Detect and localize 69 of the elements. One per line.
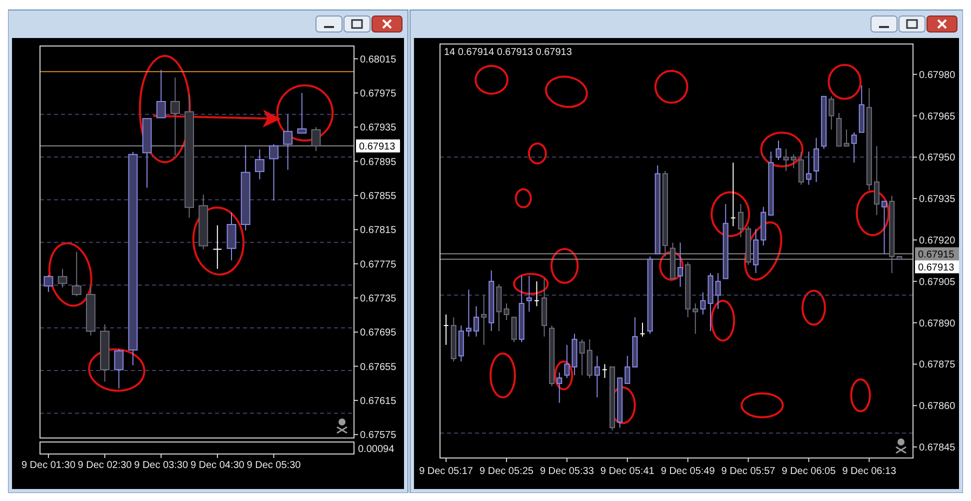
- candlestick: [798, 151, 804, 186]
- x-tick-label: 9 Dec 01:30: [21, 460, 76, 471]
- candlestick: [783, 148, 789, 172]
- y-tick-label: 0.67975: [360, 88, 397, 100]
- ref-line-label: 0.67913: [918, 262, 955, 274]
- candlestick: [692, 302, 698, 334]
- x-tick-label: 9 Dec 05:25: [480, 466, 534, 477]
- candlestick: [738, 204, 744, 238]
- y-tick-label: 0.67695: [360, 328, 397, 339]
- text: 0.00094: [358, 444, 395, 455]
- candlestick: [443, 314, 449, 346]
- x-tick-label: 9 Dec 02:30: [78, 460, 132, 471]
- candlestick: [624, 355, 630, 384]
- candlestick: [602, 364, 608, 378]
- candlestick: [311, 126, 321, 152]
- candlestick: [730, 162, 736, 227]
- ref-line-label: 0.67913: [359, 141, 396, 152]
- x-tick-label: 9 Dec 06:13: [842, 466, 897, 477]
- candlestick: [504, 302, 510, 320]
- x-tick-label: 9 Dec 05:49: [660, 466, 716, 477]
- candlestick: [511, 316, 517, 343]
- y-tick-label: 0.67615: [360, 396, 397, 407]
- candlestick: [579, 338, 585, 376]
- x-tick-label: 9 Dec 04:30: [190, 460, 245, 471]
- y-tick-label: 0.67965: [919, 111, 956, 122]
- x-tick-label: 9 Dec 05:41: [600, 466, 655, 477]
- candlestick: [844, 129, 850, 147]
- candlestick: [640, 322, 646, 338]
- candlestick: [481, 294, 487, 346]
- x-tick-label: 9 Dec 06:05: [782, 466, 836, 477]
- y-tick-label: 0.67815: [360, 225, 397, 236]
- y-tick-label: 0.67905: [919, 276, 956, 288]
- y-tick-label: 0.67845: [919, 442, 956, 454]
- y-tick-label: 0.67735: [360, 293, 397, 304]
- y-tick-label: 0.67775: [360, 259, 397, 270]
- y-tick-label: 0.67980: [919, 70, 956, 81]
- y-tick-label: 0.67860: [919, 401, 956, 412]
- candlestick: [534, 280, 540, 307]
- candlestick: [72, 251, 82, 297]
- y-tick-label: 0.68015: [360, 54, 397, 66]
- candlestick: [564, 344, 570, 378]
- y-tick-label: 0.67890: [919, 318, 956, 330]
- y-tick-label: 0.67655: [360, 362, 397, 373]
- candlestick: [474, 306, 480, 338]
- candlestick: [594, 355, 600, 398]
- annotation: 14 0.67914 0.67913 0.67913: [444, 47, 572, 58]
- x-tick-label: 9 Dec 05:33: [540, 466, 594, 477]
- candlestick: [58, 268, 68, 288]
- y-tick-label: 0.67895: [360, 156, 397, 168]
- candlestick: [790, 154, 796, 169]
- ref-line-label: 0.67915: [918, 249, 955, 260]
- candlestick: [212, 224, 222, 270]
- x-tick-label: 9 Dec 03:30: [134, 460, 188, 471]
- y-tick-label: 0.67875: [919, 360, 956, 371]
- y-tick-label: 0.67920: [919, 235, 956, 246]
- candlestick: [874, 146, 880, 216]
- x-tick-label: 9 Dec 05:57: [721, 466, 776, 477]
- candlestick: [170, 77, 180, 156]
- candlestick: [828, 96, 834, 130]
- y-tick-label: 0.67855: [360, 190, 397, 202]
- candlestick: [678, 242, 684, 288]
- x-tick-label: 9 Dec 05:30: [246, 460, 302, 471]
- y-tick-label: 0.67950: [919, 152, 956, 164]
- candlestick: [882, 200, 888, 254]
- y-tick-label: 0.67935: [919, 194, 956, 206]
- x-tick-label: 9 Dec 05:17: [419, 466, 474, 477]
- y-tick-label: 0.67575: [360, 430, 397, 442]
- candlestick: [556, 372, 562, 404]
- y-tick-label: 0.67935: [360, 122, 397, 134]
